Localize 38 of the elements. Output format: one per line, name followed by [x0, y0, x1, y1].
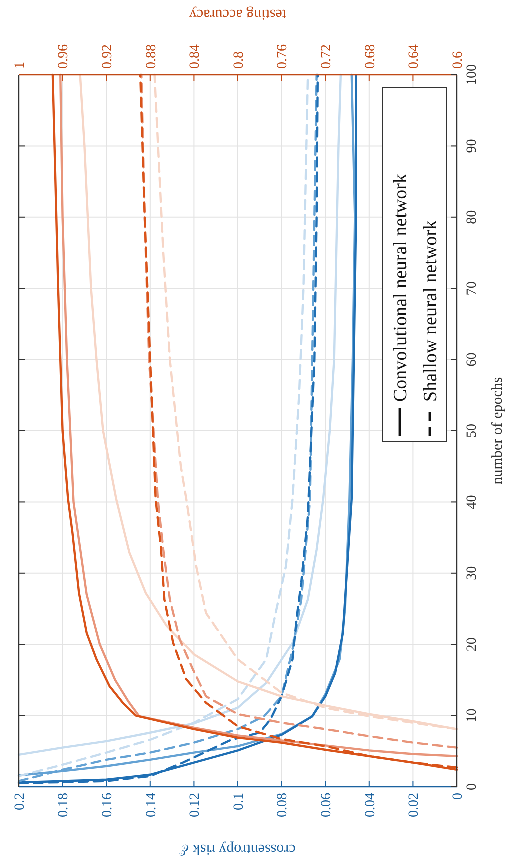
- y-tick-label: 10: [465, 708, 480, 723]
- x-tick-label: 0.08: [276, 793, 291, 818]
- x2-tick-label: 0.96: [56, 44, 72, 69]
- x-tick-label: 0.1: [232, 793, 247, 810]
- annotation: Shallow neural network: [420, 220, 442, 402]
- y-tick-label: 50: [465, 424, 480, 438]
- x2-tick-label: 1: [12, 62, 28, 69]
- x2-tick-label: 0.68: [363, 44, 378, 69]
- x-tick-label: 0.04: [363, 793, 378, 818]
- x-tick-label: 0.02: [407, 793, 422, 818]
- x-tick-label: 0.16: [100, 793, 116, 818]
- y-tick-label: 80: [465, 210, 480, 224]
- x2-tick-label: 0.64: [407, 44, 422, 69]
- y-tick-label: 40: [465, 495, 480, 510]
- x2-tick-label: 0.6: [450, 52, 466, 69]
- x2-tick-label: 0.76: [276, 44, 291, 69]
- x-tick-label: 0.2: [12, 793, 28, 810]
- x-tick-label: 0: [450, 793, 466, 800]
- y-tick-label: 0: [465, 784, 480, 790]
- x-axis-title: crossentropy risk ℰ: [179, 841, 296, 857]
- x2-tick-label: 0.88: [144, 44, 160, 69]
- x-tick-label: 0.14: [144, 793, 160, 818]
- x2-tick-label: 0.8: [232, 52, 247, 69]
- x2-tick-label: 0.84: [188, 44, 204, 69]
- y-tick-label: 100: [465, 64, 480, 86]
- y-tick-label: 20: [465, 638, 480, 652]
- x-tick-label: 0.18: [56, 793, 72, 818]
- y-tick-label: 60: [465, 352, 480, 367]
- x2-tick-label: 0.92: [100, 44, 116, 69]
- annotation: Convolutional neural network: [390, 174, 412, 402]
- x2-tick-label: 0.72: [320, 44, 334, 69]
- x-tick-label: 0.06: [320, 793, 334, 818]
- x2-axis-title: testing accuracy: [188, 6, 287, 22]
- y-tick-label: 30: [465, 566, 480, 580]
- y-tick-label: 90: [465, 139, 480, 154]
- y-axis-title: number of epochs: [490, 377, 506, 485]
- y-tick-label: 70: [465, 282, 480, 296]
- x-tick-label: 0.12: [188, 793, 204, 818]
